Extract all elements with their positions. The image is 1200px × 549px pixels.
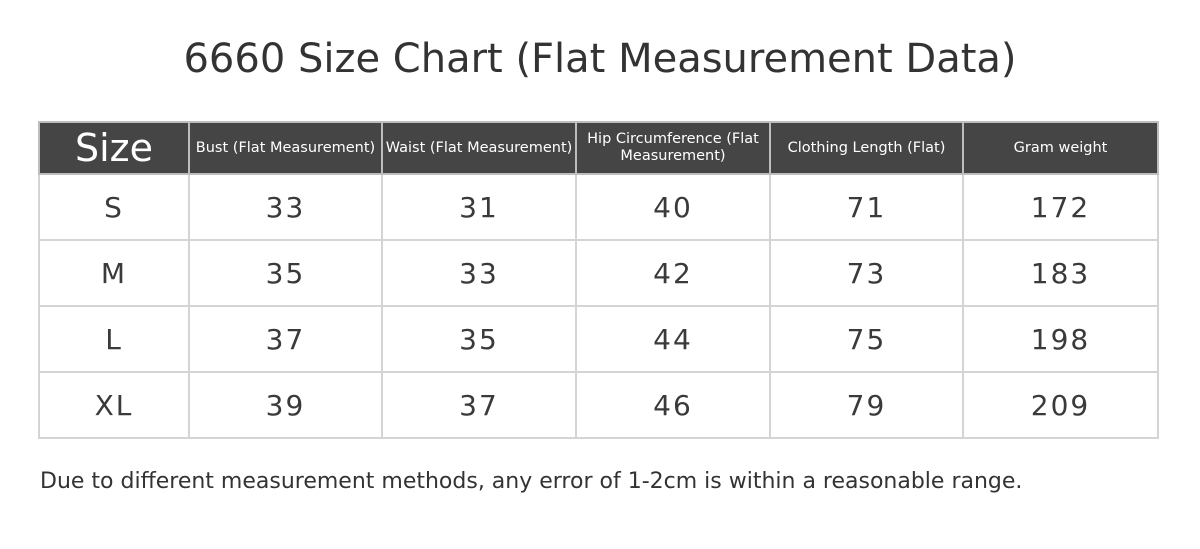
table-row: S 33 31 40 71 172	[38, 173, 1159, 241]
value-cell: 73	[769, 239, 964, 307]
column-header: Size	[38, 121, 190, 175]
column-header: Clothing Length (Flat)	[769, 121, 964, 175]
value-cell: 71	[769, 173, 964, 241]
value-cell: 46	[575, 371, 771, 439]
value-cell: 33	[381, 239, 577, 307]
value-cell: 79	[769, 371, 964, 439]
column-header: Hip Circumference (Flat Measurement)	[575, 121, 771, 175]
size-cell: L	[38, 305, 190, 373]
table-row: L 37 35 44 75 198	[38, 305, 1159, 373]
measurement-note: Due to different measurement methods, an…	[40, 469, 1023, 494]
value-cell: 198	[962, 305, 1159, 373]
value-cell: 31	[381, 173, 577, 241]
value-cell: 40	[575, 173, 771, 241]
size-cell: XL	[38, 371, 190, 439]
value-cell: 172	[962, 173, 1159, 241]
value-cell: 37	[188, 305, 383, 373]
value-cell: 37	[381, 371, 577, 439]
value-cell: 39	[188, 371, 383, 439]
value-cell: 209	[962, 371, 1159, 439]
value-cell: 42	[575, 239, 771, 307]
column-header: Gram weight	[962, 121, 1159, 175]
value-cell: 35	[381, 305, 577, 373]
table-row: M 35 33 42 73 183	[38, 239, 1159, 307]
table-row: XL 39 37 46 79 209	[38, 371, 1159, 439]
value-cell: 183	[962, 239, 1159, 307]
size-cell: S	[38, 173, 190, 241]
size-cell: M	[38, 239, 190, 307]
column-header: Bust (Flat Measurement)	[188, 121, 383, 175]
column-header: Waist (Flat Measurement)	[381, 121, 577, 175]
value-cell: 44	[575, 305, 771, 373]
value-cell: 75	[769, 305, 964, 373]
header-row: Size Bust (Flat Measurement) Waist (Flat M…	[38, 121, 1159, 175]
value-cell: 33	[188, 173, 383, 241]
size-chart-table: Size Bust (Flat Measurement) Waist (Flat M…	[38, 121, 1159, 439]
value-cell: 35	[188, 239, 383, 307]
page-title: 6660 Size Chart (Flat Measurement Data)	[183, 36, 1017, 82]
